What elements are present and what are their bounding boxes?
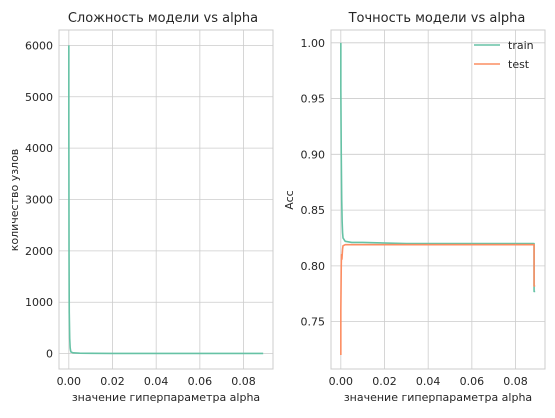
series-line — [68, 45, 264, 355]
chart-title: Точность модели vs alpha — [348, 11, 526, 26]
accuracy-chart: Точность модели vs alpha 0.00 0.02 0.04 0.0… — [283, 11, 546, 404]
y-tick-label: 6000 — [25, 39, 53, 52]
x-tick-label: 0.08 — [231, 375, 256, 388]
series-line-test — [340, 243, 536, 356]
x-tick-label: 0.04 — [144, 375, 169, 388]
y-tick-label: 0.85 — [301, 204, 326, 217]
y-axis-label: Acc — [283, 190, 296, 209]
x-tick-label: 0.02 — [100, 375, 125, 388]
node-count-chart: Сложность модели vs alpha 0.00 0.02 0.04 0.… — [8, 11, 274, 404]
y-tick-label: 0.90 — [301, 148, 326, 161]
x-tick-label: 0.06 — [460, 375, 485, 388]
y-tick-label: 1000 — [25, 296, 53, 309]
x-axis-label: значение гиперпараметра alpha — [344, 391, 532, 404]
x-tick-label: 0.00 — [57, 375, 82, 388]
x-tick-label: 0.00 — [329, 375, 354, 388]
x-tick-label: 0.02 — [372, 375, 397, 388]
plot-area — [330, 29, 546, 370]
y-tick-label: 0.95 — [301, 93, 326, 106]
series-layer — [68, 45, 264, 355]
chart-title: Сложность модели vs alpha — [68, 11, 258, 26]
legend-label-train: train — [508, 39, 534, 52]
y-tick-label: 1.00 — [301, 37, 326, 50]
y-tick-label: 0 — [46, 348, 53, 361]
legend: train test — [474, 39, 534, 71]
x-axis-label: значение гиперпараметра alpha — [72, 391, 260, 404]
y-tick-label: 3000 — [25, 194, 53, 207]
y-tick-label: 2000 — [25, 245, 53, 258]
tick-labels: 0.00 0.02 0.04 0.06 0.08 0.75 0.80 0.85 0.90 0.95… — [301, 37, 528, 388]
x-tick-label: 0.06 — [188, 375, 213, 388]
y-tick-label: 0.80 — [301, 260, 326, 273]
y-tick-label: 4000 — [25, 142, 53, 155]
y-tick-label: 0.75 — [301, 316, 326, 329]
x-tick-label: 0.08 — [503, 375, 528, 388]
y-tick-label: 5000 — [25, 91, 53, 104]
series-line-train — [340, 42, 536, 293]
tick-labels: 0.00 0.02 0.04 0.06 0.08 0 1000 2000 3000 4000 500… — [25, 39, 256, 388]
y-axis-label: количество узлов — [8, 149, 21, 252]
x-tick-label: 0.04 — [416, 375, 441, 388]
series-layer — [340, 42, 536, 356]
grid — [331, 30, 545, 369]
legend-label-test: test — [508, 58, 530, 71]
